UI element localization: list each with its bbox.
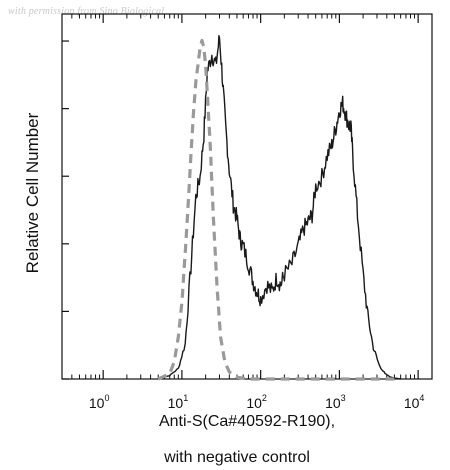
y-axis-label-group: Relative Cell Number <box>23 112 42 273</box>
y-axis-label: Relative Cell Number <box>23 112 42 273</box>
x-tick-label: 103 <box>325 393 346 411</box>
sample-series <box>157 35 401 380</box>
x-tick-label: 101 <box>168 393 189 411</box>
negative-control-series <box>157 38 395 381</box>
series-layer <box>157 35 401 381</box>
watermark-text: with permission from Sino Biological <box>8 6 165 17</box>
x-axis-label-line2: with negative control <box>163 449 310 466</box>
x-axis-label-line1: Anti-S(Ca#40592-R190), <box>159 413 335 430</box>
x-tick-labels: 100 101 102 103 104 <box>89 393 425 411</box>
plot-area <box>61 13 433 380</box>
x-tick-label: 102 <box>246 393 267 411</box>
axis-ticks <box>61 14 419 380</box>
x-tick-label: 104 <box>404 393 425 411</box>
plot-frame <box>61 13 433 380</box>
x-tick-label: 100 <box>89 393 110 411</box>
